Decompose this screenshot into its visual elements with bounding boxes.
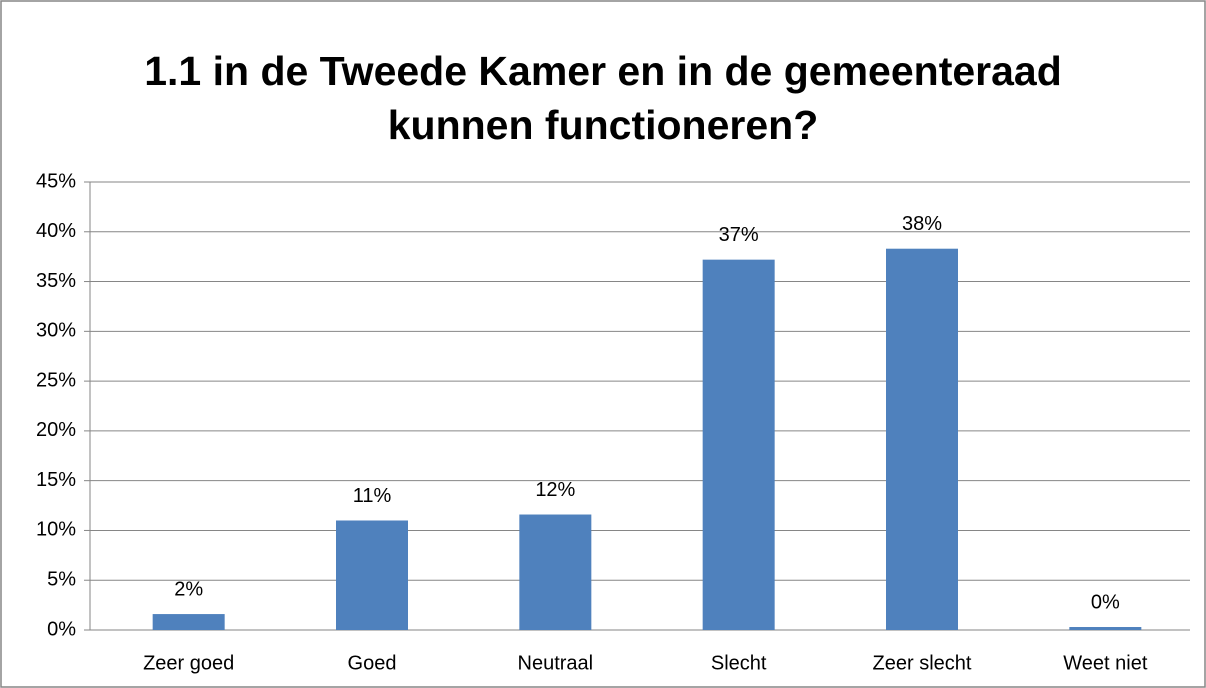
y-tick-label: 15%	[36, 469, 76, 491]
data-label: 2%	[174, 578, 203, 600]
data-label: 11%	[353, 485, 392, 507]
bar	[519, 514, 592, 630]
y-tick-label: 35%	[36, 270, 76, 292]
chart-title: 1.1 in de Tweede Kamer en in de gemeente…	[144, 48, 1062, 148]
bar	[702, 259, 775, 630]
data-label: 0%	[1091, 591, 1120, 613]
x-tick-label: Slecht	[711, 652, 767, 674]
x-tick-label: Zeer slecht	[873, 652, 972, 674]
y-tick-label: 30%	[36, 320, 76, 342]
y-tick-label: 20%	[36, 419, 76, 441]
y-tick-label: 25%	[36, 369, 76, 391]
y-tick-label: 0%	[47, 618, 76, 640]
x-tick-label: Neutraal	[518, 652, 594, 674]
bar	[1069, 627, 1142, 630]
data-label: 37%	[719, 224, 759, 246]
bar	[336, 520, 408, 630]
y-tick-label: 40%	[36, 220, 76, 242]
bar	[152, 614, 225, 630]
x-tick-label: Weet niet	[1063, 652, 1148, 674]
x-tick-label: Zeer goed	[143, 652, 234, 674]
data-label: 12%	[535, 479, 575, 501]
y-tick-label: 10%	[36, 519, 76, 541]
y-tick-label: 45%	[36, 170, 76, 192]
y-tick-label: 5%	[47, 569, 76, 591]
bar	[886, 248, 958, 631]
x-tick-label: Goed	[348, 652, 397, 674]
data-label: 38%	[902, 213, 942, 235]
